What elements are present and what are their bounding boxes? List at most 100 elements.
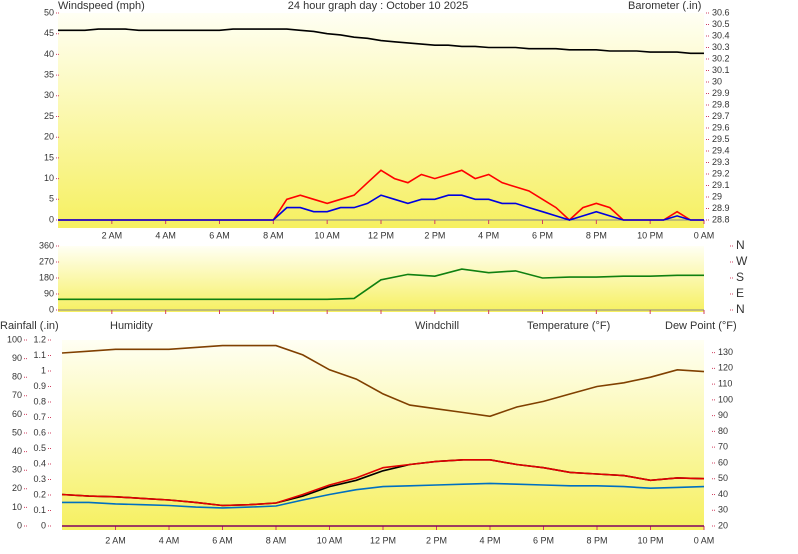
x-tick-label: 8 AM: [263, 230, 284, 240]
x-tick-label: 6 AM: [212, 535, 233, 545]
x-tick-label: 4 AM: [155, 230, 176, 240]
x-tick-label: 2 AM: [105, 535, 126, 545]
legend-label: Rainfall (.in): [0, 320, 59, 332]
y2-tick-label: 28.8: [712, 214, 730, 224]
y2-tick-label: 29.6: [712, 122, 730, 132]
x-tick-label: 4 AM: [159, 535, 180, 545]
y-tick-label: 1.2: [33, 334, 46, 344]
y-tick-label: 0: [49, 214, 54, 224]
y-tick-label: 20: [44, 132, 54, 142]
series-line: [58, 28, 704, 55]
y2-tick-label: 70: [718, 442, 728, 452]
y2-tick-label: 30.5: [712, 19, 730, 29]
y-tick-label: 0: [49, 304, 54, 314]
x-tick-label: 12 PM: [368, 230, 394, 240]
legend-label: Windchill: [415, 320, 459, 332]
y2-tick-label: 29: [712, 191, 722, 201]
x-tick-label: 8 PM: [586, 535, 607, 545]
y2-tick-label: 29.4: [712, 145, 730, 155]
series-line: [61, 459, 705, 507]
y2-tick-label: 30: [712, 76, 722, 86]
x-tick-label: 10 PM: [637, 230, 663, 240]
y2-tick-label: 29.3: [712, 157, 730, 167]
x-tick-label: 10 AM: [317, 535, 343, 545]
legend-label: Humidity: [110, 320, 153, 332]
y-tick-label: 0.1: [33, 505, 46, 515]
y2-tick-label: 90: [718, 410, 728, 420]
series-line: [62, 482, 705, 509]
x-tick-label: 8 PM: [586, 230, 607, 240]
y-tick-label: 15: [44, 152, 54, 162]
y3-tick-label: 90: [12, 353, 22, 363]
y2-tick-label: 29.1: [712, 180, 730, 190]
chart-title: 24 hour graph day : October 10 2025: [288, 0, 468, 12]
x-tick-label: 2 PM: [426, 535, 447, 545]
y-tick-label: 0.7: [33, 412, 46, 422]
y-tick-label: 270: [39, 256, 54, 266]
x-tick-label: 12 PM: [370, 535, 396, 545]
y3-tick-label: 0: [17, 520, 22, 530]
x-tick-label: 8 AM: [266, 535, 287, 545]
y2-tick-label: 30.3: [712, 42, 730, 52]
y3-tick-label: 10: [12, 502, 22, 512]
y3-tick-label: 50: [12, 427, 22, 437]
y2-tick-label: 29.7: [712, 111, 730, 121]
y2-tick-label: 30.4: [712, 30, 730, 40]
y2-tick-label: 29.8: [712, 99, 730, 109]
x-tick-label: 10 AM: [314, 230, 340, 240]
y2-tick-label: 120: [718, 363, 733, 373]
panel-temperature: [62, 340, 704, 530]
x-tick-label: 6 PM: [532, 230, 553, 240]
x-tick-label: 10 PM: [637, 535, 663, 545]
legend-label: Barometer (.in): [628, 0, 701, 12]
y2-tick-label: 130: [718, 347, 733, 357]
y-tick-label: 25: [44, 111, 54, 121]
y2-tick-label: N: [736, 302, 745, 316]
y2-tick-label: 30.2: [712, 53, 730, 63]
y-tick-label: 30: [44, 90, 54, 100]
x-tick-label: 4 PM: [478, 230, 499, 240]
y2-tick-label: 50: [718, 473, 728, 483]
x-tick-label: 0 AM: [694, 535, 715, 545]
y3-tick-label: 40: [12, 446, 22, 456]
y2-tick-label: W: [736, 254, 748, 268]
y-tick-label: 10: [44, 173, 54, 183]
y-tick-label: 1: [41, 365, 46, 375]
y2-tick-label: 30: [718, 505, 728, 515]
x-tick-label: 6 PM: [533, 535, 554, 545]
x-tick-label: 6 AM: [209, 230, 230, 240]
y2-tick-label: 100: [718, 394, 733, 404]
y-tick-label: 90: [44, 288, 54, 298]
y-tick-label: 180: [39, 272, 54, 282]
y-tick-label: 0.9: [33, 381, 46, 391]
y3-tick-label: 20: [12, 483, 22, 493]
legend-label: Dew Point (°F): [665, 320, 737, 332]
y3-tick-label: 70: [12, 390, 22, 400]
y-tick-label: 0.5: [33, 443, 46, 453]
y2-tick-label: 29.2: [712, 168, 730, 178]
y3-tick-label: 100: [7, 334, 22, 344]
y2-tick-label: 30.1: [712, 65, 730, 75]
y-tick-label: 0.4: [33, 458, 46, 468]
y-tick-label: 5: [49, 194, 54, 204]
y2-tick-label: 110: [718, 379, 732, 389]
y3-tick-label: 80: [12, 372, 22, 382]
x-tick-label: 0 AM: [694, 230, 715, 240]
y-tick-label: 50: [44, 7, 54, 17]
panel-wind: [58, 13, 704, 228]
series-line: [58, 194, 704, 221]
legend-label: Temperature (°F): [527, 320, 610, 332]
y-tick-label: 35: [44, 69, 54, 79]
y2-tick-label: 20: [718, 520, 728, 530]
legend-label: Windspeed (mph): [58, 0, 145, 12]
y2-tick-label: 29.5: [712, 134, 730, 144]
series-line: [61, 344, 705, 418]
y-tick-label: 0.6: [33, 427, 46, 437]
y-tick-label: 40: [44, 49, 54, 59]
y2-tick-label: 30.6: [712, 7, 730, 17]
y3-tick-label: 60: [12, 409, 22, 419]
x-tick-label: 4 PM: [479, 535, 500, 545]
y-tick-label: 0.8: [33, 396, 46, 406]
